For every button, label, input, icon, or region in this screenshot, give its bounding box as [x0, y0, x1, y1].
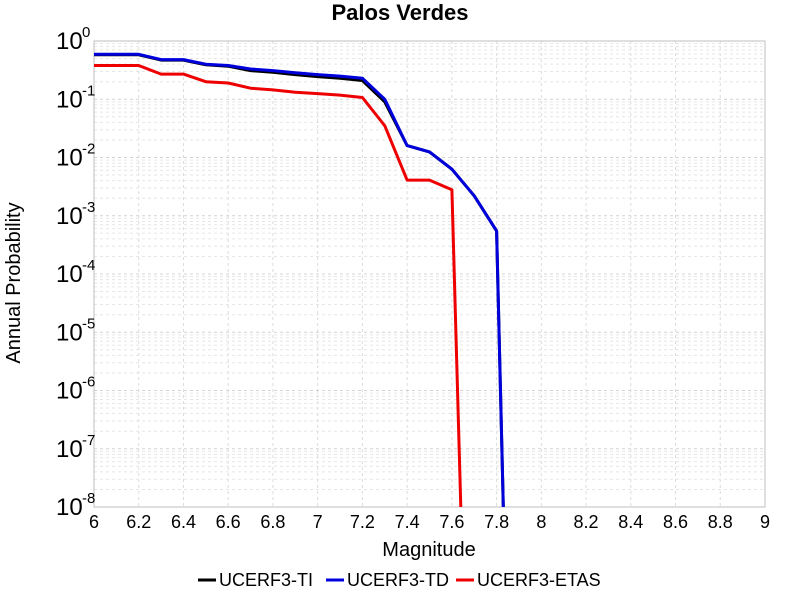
y-tick-label: 10 [56, 28, 83, 55]
y-tick-label: 10 [56, 145, 83, 172]
x-tick-label: 8.4 [618, 512, 643, 532]
x-tick-label: 8.6 [663, 512, 688, 532]
x-tick-label: 8 [536, 512, 546, 532]
y-tick-exponent: -1 [82, 82, 95, 99]
y-tick-label: 10 [56, 203, 83, 230]
series-line-ucerf3-td [94, 52, 505, 508]
y-tick-exponent: 0 [82, 24, 90, 41]
y-tick-label: 10 [56, 86, 83, 113]
legend-label: UCERF3-ETAS [477, 570, 601, 590]
legend: UCERF3-TI UCERF3-TD UCERF3-ETAS [198, 570, 601, 590]
y-tick-exponent: -3 [82, 199, 95, 216]
x-axis-ticks: 6 6.2 6.4 6.6 6.8 7 7.2 7.4 7.6 7.8 8 8.2 8.4 8.6 8.8 9 [89, 512, 770, 532]
grid [93, 41, 766, 508]
legend-label: UCERF3-TD [347, 570, 449, 590]
series-layer [94, 52, 505, 508]
chart-title: Palos Verdes [332, 0, 469, 25]
x-tick-label: 7.4 [395, 512, 420, 532]
y-tick-exponent: -7 [82, 432, 95, 449]
y-tick-label: 10 [56, 378, 83, 405]
y-tick-label: 10 [56, 261, 83, 288]
y-tick-exponent: -2 [82, 141, 95, 158]
x-tick-label: 6.4 [171, 512, 196, 532]
y-tick-exponent: -4 [82, 257, 95, 274]
y-tick-exponent: -8 [82, 490, 95, 507]
x-tick-label: 6.2 [126, 512, 151, 532]
x-tick-label: 7.6 [439, 512, 464, 532]
y-tick-label: 10 [56, 319, 83, 346]
x-tick-label: 6.8 [260, 512, 285, 532]
x-tick-label: 7 [313, 512, 323, 532]
x-axis-label: Magnitude [382, 539, 475, 561]
x-tick-label: 7.2 [350, 512, 375, 532]
series-line-ucerf3-etas [94, 64, 463, 508]
plot-area [93, 40, 766, 508]
x-tick-label: 6.6 [216, 512, 241, 532]
y-tick-label: 10 [56, 494, 83, 521]
legend-label: UCERF3-TI [219, 570, 313, 590]
y-tick-label: 10 [56, 436, 83, 463]
x-tick-label: 7.8 [484, 512, 509, 532]
y-tick-exponent: -5 [82, 315, 95, 332]
y-tick-exponent: -6 [82, 374, 95, 391]
x-tick-label: 6 [89, 512, 99, 532]
x-tick-label: 8.2 [574, 512, 599, 532]
x-tick-label: 8.8 [708, 512, 733, 532]
y-axis-label: Annual Probability [3, 202, 25, 363]
x-tick-label: 9 [760, 512, 770, 532]
